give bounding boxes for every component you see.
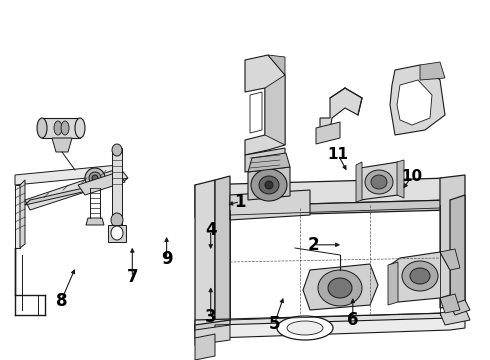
Ellipse shape <box>251 169 287 201</box>
Polygon shape <box>20 180 25 248</box>
Polygon shape <box>440 249 460 270</box>
Ellipse shape <box>89 172 101 184</box>
Polygon shape <box>108 225 126 242</box>
Text: 2: 2 <box>308 236 319 254</box>
Ellipse shape <box>318 270 362 306</box>
Ellipse shape <box>54 121 62 135</box>
Text: 4: 4 <box>205 221 217 239</box>
Polygon shape <box>316 122 340 144</box>
Polygon shape <box>15 165 118 185</box>
Polygon shape <box>52 138 72 152</box>
Ellipse shape <box>265 181 273 189</box>
Polygon shape <box>25 168 128 210</box>
Polygon shape <box>86 218 104 225</box>
Polygon shape <box>356 162 362 202</box>
Polygon shape <box>360 162 398 200</box>
Ellipse shape <box>402 261 438 291</box>
Text: 11: 11 <box>328 147 348 162</box>
Polygon shape <box>268 55 285 75</box>
Polygon shape <box>248 153 290 172</box>
Text: 6: 6 <box>347 311 359 329</box>
Polygon shape <box>397 80 432 125</box>
Polygon shape <box>245 148 285 172</box>
Ellipse shape <box>259 176 279 194</box>
Polygon shape <box>42 118 80 138</box>
Ellipse shape <box>111 213 123 227</box>
Ellipse shape <box>328 278 352 298</box>
Polygon shape <box>303 264 378 310</box>
Polygon shape <box>112 148 122 225</box>
Polygon shape <box>440 175 465 308</box>
Polygon shape <box>420 62 445 80</box>
Polygon shape <box>78 172 125 195</box>
Polygon shape <box>440 308 470 325</box>
Polygon shape <box>248 167 290 200</box>
Text: 8: 8 <box>55 292 67 310</box>
Polygon shape <box>195 334 215 360</box>
Ellipse shape <box>61 121 69 135</box>
Ellipse shape <box>37 118 47 138</box>
Ellipse shape <box>410 268 430 284</box>
Polygon shape <box>15 185 20 248</box>
Text: 10: 10 <box>401 169 422 184</box>
Ellipse shape <box>111 226 123 240</box>
Polygon shape <box>390 65 445 135</box>
Polygon shape <box>195 180 215 330</box>
Polygon shape <box>195 178 450 207</box>
Polygon shape <box>450 195 465 308</box>
Text: 9: 9 <box>161 250 172 268</box>
Polygon shape <box>245 55 285 155</box>
Polygon shape <box>250 92 262 133</box>
Polygon shape <box>320 88 362 130</box>
Ellipse shape <box>85 168 105 188</box>
Polygon shape <box>195 313 450 332</box>
Text: 1: 1 <box>234 193 246 211</box>
Ellipse shape <box>287 321 323 335</box>
Text: 7: 7 <box>126 268 138 286</box>
Text: 3: 3 <box>205 308 217 326</box>
Polygon shape <box>230 190 310 220</box>
Polygon shape <box>390 252 450 302</box>
Polygon shape <box>450 300 470 315</box>
Ellipse shape <box>112 144 122 156</box>
Polygon shape <box>25 178 128 205</box>
Ellipse shape <box>371 175 387 189</box>
Polygon shape <box>265 75 285 145</box>
Ellipse shape <box>277 316 333 340</box>
Polygon shape <box>195 325 230 345</box>
Polygon shape <box>195 320 230 338</box>
Ellipse shape <box>75 118 85 138</box>
Polygon shape <box>215 176 230 325</box>
Ellipse shape <box>92 175 98 181</box>
Polygon shape <box>397 160 404 198</box>
Ellipse shape <box>365 170 393 194</box>
Text: 5: 5 <box>269 315 280 333</box>
Polygon shape <box>215 315 465 338</box>
Polygon shape <box>440 294 460 313</box>
Polygon shape <box>195 200 450 217</box>
Polygon shape <box>388 262 398 305</box>
